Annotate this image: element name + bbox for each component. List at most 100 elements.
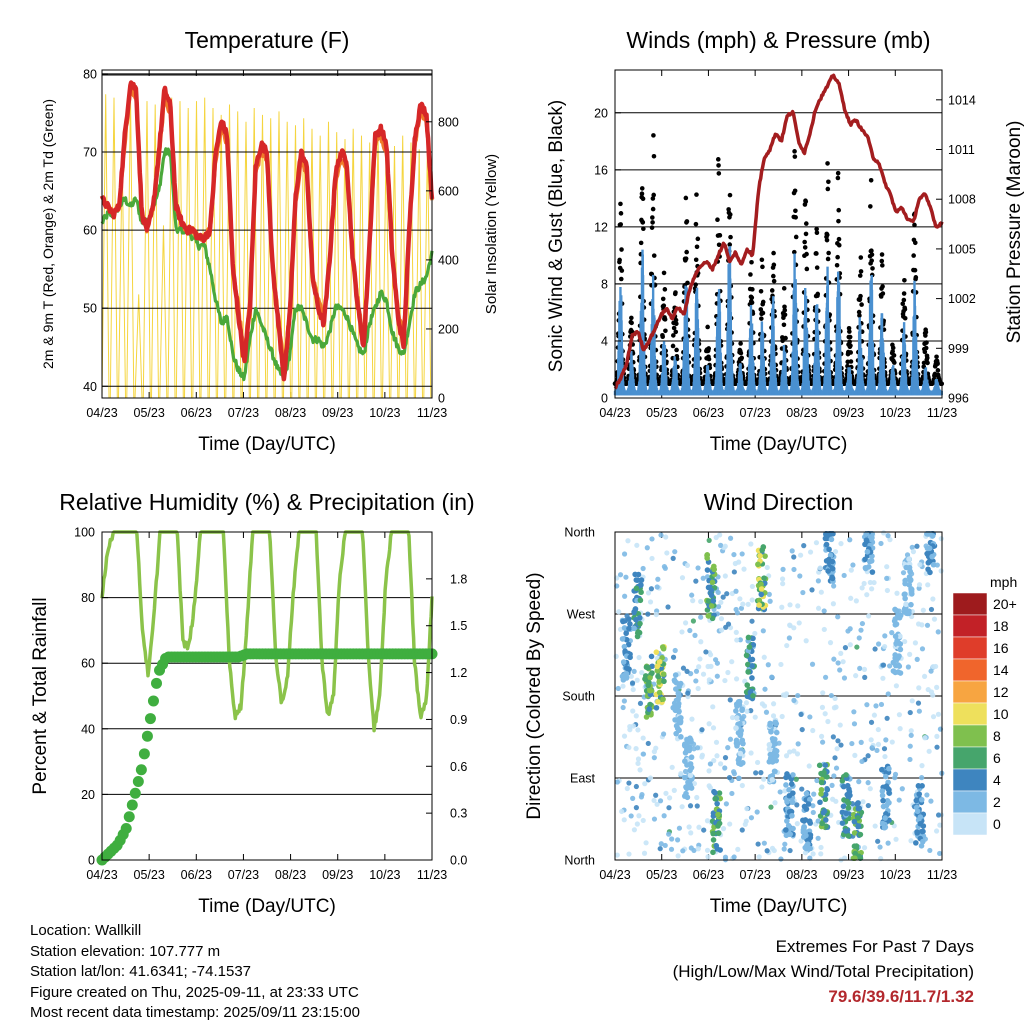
gust-point [739, 355, 745, 361]
gust-point [674, 347, 679, 353]
direction-point [889, 630, 895, 636]
direction-point [828, 692, 834, 699]
direction-point [889, 739, 895, 745]
direction-point [648, 586, 655, 592]
direction-point [893, 621, 900, 627]
direction-point [851, 830, 858, 836]
x-tick-label: 09/23 [322, 868, 353, 882]
direction-point [818, 851, 824, 857]
direction-point [778, 856, 784, 862]
precipitation-point [144, 713, 156, 725]
direction-point [707, 652, 714, 658]
direction-point [794, 751, 801, 757]
direction-point [783, 827, 789, 833]
direction-point [698, 639, 704, 645]
direction-point [632, 571, 638, 578]
y-tick-label: 20 [81, 788, 95, 802]
direction-point [729, 790, 735, 797]
y-tick-label: 20 [594, 106, 608, 120]
direction-point [617, 572, 624, 578]
direction-point [837, 667, 843, 673]
gust-point [834, 262, 840, 268]
legend-label: 16 [993, 640, 1009, 656]
y-tick-label: 70 [83, 146, 97, 160]
direction-point [731, 854, 737, 860]
direction-point [893, 657, 900, 663]
direction-point [722, 854, 729, 860]
gust-point [792, 249, 797, 255]
direction-point [614, 852, 620, 858]
direction-point [637, 620, 643, 627]
gust-point [803, 199, 809, 204]
direction-point [755, 561, 761, 568]
direction-point [684, 785, 690, 792]
direction-point [766, 746, 773, 752]
gust-point [726, 207, 731, 212]
gust-point [890, 345, 896, 351]
direction-point [880, 675, 886, 681]
direction-point [705, 854, 711, 860]
direction-point [791, 625, 797, 631]
direction-point [663, 534, 669, 540]
direction-point [879, 820, 886, 827]
precipitation-point [132, 775, 144, 787]
direction-point [819, 733, 825, 739]
precipitation-point [126, 799, 138, 811]
y2-tick-label: 1.8 [450, 572, 467, 586]
direction-point [934, 733, 940, 739]
direction-point [785, 822, 792, 829]
direction-point [688, 845, 694, 851]
direction-point [744, 708, 750, 714]
direction-point [727, 821, 733, 827]
legend-swatch [952, 790, 988, 814]
gust-point [912, 240, 918, 246]
direction-point [711, 566, 717, 573]
direction-point [756, 854, 762, 860]
direction-point [634, 821, 640, 827]
direction-point [749, 618, 755, 624]
direction-point [927, 847, 933, 854]
direction-point [886, 790, 892, 796]
gust-point [792, 149, 797, 154]
precipitation-point [120, 822, 132, 834]
legend-label: 12 [993, 684, 1009, 700]
x-tick-label: 04/23 [86, 406, 117, 420]
direction-point [657, 798, 664, 804]
direction-point [766, 758, 773, 765]
gust-point [825, 256, 831, 262]
direction-point [620, 704, 626, 711]
gust-point [892, 360, 897, 365]
direction-point [613, 653, 619, 659]
direction-point [831, 656, 837, 662]
direction-point [817, 799, 823, 806]
direction-point [731, 569, 737, 575]
direction-point [799, 726, 805, 733]
gust-point [847, 334, 853, 340]
direction-point [621, 625, 628, 631]
gust-point [870, 266, 875, 271]
direction-point [745, 661, 751, 668]
gust-point [706, 346, 712, 351]
direction-point [884, 587, 890, 594]
legend-label: 4 [993, 772, 1001, 788]
direction-point [676, 727, 682, 734]
direction-point [758, 591, 765, 598]
direction-point [779, 576, 786, 582]
direction-point [715, 830, 722, 837]
direction-point [714, 800, 720, 807]
chart-1: Temperature (F) Time (Day/UTC) 04/23 05/23 0… [40, 27, 500, 455]
x-axis-label: Time (Day/UTC) [710, 896, 848, 917]
direction-point [672, 549, 678, 555]
y2-tick-label: 996 [948, 392, 969, 406]
direction-point [838, 742, 844, 748]
direction-point [915, 621, 922, 627]
direction-point [755, 841, 761, 847]
direction-point [636, 813, 642, 819]
direction-point [625, 538, 631, 544]
direction-point [732, 560, 738, 567]
direction-point [821, 626, 827, 633]
gust-point [846, 326, 852, 331]
direction-point [872, 823, 878, 829]
direction-point [864, 548, 871, 555]
direction-point [902, 580, 908, 587]
